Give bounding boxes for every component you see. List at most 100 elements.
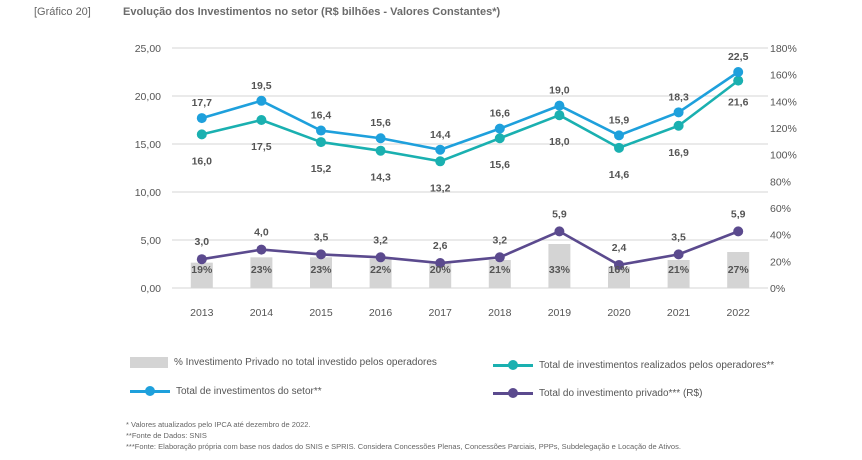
y-right-tick-label: 100% — [770, 150, 797, 162]
y-left-tick-label: 10,00 — [135, 187, 161, 199]
footnote-ipca: * Valores atualizados pelo IPCA até deze… — [126, 420, 311, 429]
setor-point — [554, 100, 565, 111]
privado-point — [316, 249, 326, 260]
bar-data-label: 16% — [608, 264, 630, 276]
x-tick-label: 2013 — [190, 307, 214, 319]
legend-operadores-swatch — [493, 359, 533, 371]
setor-point — [494, 123, 505, 134]
legend-label-operadores: Total de investimentos realizados pelos … — [539, 359, 775, 371]
bar — [310, 257, 332, 288]
privado-data-label: 5,9 — [731, 208, 746, 220]
operadores-data-label: 16,0 — [192, 155, 213, 167]
privado-point — [196, 254, 207, 265]
setor-point — [673, 107, 684, 118]
bar-data-label: 33% — [549, 264, 571, 276]
y-right-tick-label: 120% — [770, 123, 797, 135]
bar — [667, 260, 690, 288]
setor-point — [256, 95, 267, 106]
y-left-tick-label: 15,00 — [135, 139, 161, 151]
legend-label-setor: Total de investimentos do setor** — [176, 385, 322, 397]
bar-data-label: 23% — [310, 264, 332, 276]
operadores-point — [733, 75, 744, 86]
bar — [548, 244, 571, 288]
bar — [190, 262, 213, 288]
privado-point — [673, 249, 684, 260]
legend-privado-swatch — [493, 387, 533, 399]
x-tick-label: 2017 — [429, 307, 453, 319]
bar — [369, 258, 392, 288]
setor-point — [733, 67, 744, 77]
operadores-data-label: 14,6 — [609, 169, 630, 181]
y-right-tick-label: 160% — [770, 70, 797, 82]
setor-data-label: 15,9 — [609, 114, 630, 126]
bar-data-label: 21% — [668, 264, 690, 276]
setor-data-label: 16,4 — [311, 110, 332, 122]
bar — [608, 266, 630, 288]
y-right-tick-label: 60% — [770, 203, 791, 215]
chart-title: Evolução dos Investimentos no setor (R$ … — [123, 6, 501, 18]
operadores-data-label: 21,6 — [728, 97, 749, 109]
footnote-source: ***Fonte: Elaboração própria com base no… — [126, 442, 681, 451]
x-tick-label: 2022 — [727, 307, 751, 319]
setor-data-label: 16,6 — [490, 108, 511, 120]
setor-data-label: 19,0 — [549, 85, 570, 97]
bar-data-label: 22% — [370, 264, 392, 276]
bar-data-label: 27% — [728, 264, 750, 276]
setor-data-label: 18,3 — [668, 91, 689, 103]
bar — [429, 261, 452, 288]
privado-point — [614, 259, 624, 270]
x-tick-label: 2020 — [607, 307, 631, 319]
setor-line — [201, 70, 739, 152]
operadores-data-label: 18,0 — [549, 136, 570, 148]
operadores-data-label: 14,3 — [370, 172, 391, 184]
operadores-data-label: 15,2 — [311, 163, 332, 175]
y-left-tick-label: 20,00 — [135, 91, 161, 103]
y-right-tick-label: 40% — [770, 230, 791, 242]
operadores-data-label: 15,6 — [490, 159, 511, 171]
bar-data-label: 19% — [191, 264, 213, 276]
operadores-point — [554, 110, 565, 121]
setor-data-label: 17,7 — [192, 97, 213, 109]
privado-data-label: 3,2 — [373, 234, 388, 246]
legend-item-bars: % Investimento Privado no total investid… — [130, 357, 437, 368]
bar — [250, 257, 273, 288]
privado-line — [201, 230, 739, 267]
bar — [488, 260, 511, 288]
legend-item-setor: Total de investimentos do setor** — [130, 385, 322, 397]
operadores-data-label: 13,2 — [430, 182, 451, 194]
setor-point — [196, 113, 207, 124]
privado-data-label: 4,0 — [254, 227, 269, 239]
setor-data-label: 22,5 — [728, 51, 749, 63]
bar — [727, 252, 750, 288]
operadores-point — [375, 145, 386, 156]
operadores-point — [494, 133, 505, 144]
privado-point — [733, 226, 744, 237]
setor-point — [435, 144, 446, 155]
operadores-point — [673, 120, 684, 131]
y-left-tick-label: 25,00 — [135, 43, 161, 55]
y-right-tick-label: 140% — [770, 96, 797, 108]
x-tick-label: 2019 — [548, 307, 572, 319]
operadores-point — [256, 115, 267, 125]
operadores-line — [201, 79, 739, 163]
y-left-tick-label: 5,00 — [141, 235, 162, 247]
privado-data-label: 5,9 — [552, 208, 567, 220]
setor-point — [375, 133, 386, 144]
operadores-point — [435, 156, 446, 167]
privado-point — [494, 252, 505, 263]
privado-point — [375, 252, 386, 263]
x-tick-label: 2016 — [369, 307, 393, 319]
chart-number-label: [Gráfico 20] — [34, 6, 91, 18]
privado-data-label: 3,5 — [314, 231, 329, 243]
operadores-point — [196, 129, 207, 140]
setor-point — [614, 130, 624, 141]
setor-data-label: 14,4 — [430, 129, 451, 141]
bar-data-label: 21% — [489, 264, 511, 276]
bar-data-label: 23% — [251, 264, 273, 276]
privado-data-label: 3,5 — [671, 231, 686, 243]
footnotes: * Valores atualizados pelo IPCA até deze… — [126, 419, 681, 452]
x-tick-label: 2014 — [250, 307, 274, 319]
privado-data-label: 3,2 — [492, 234, 507, 246]
x-tick-label: 2015 — [309, 307, 333, 319]
x-tick-label: 2021 — [667, 307, 691, 319]
